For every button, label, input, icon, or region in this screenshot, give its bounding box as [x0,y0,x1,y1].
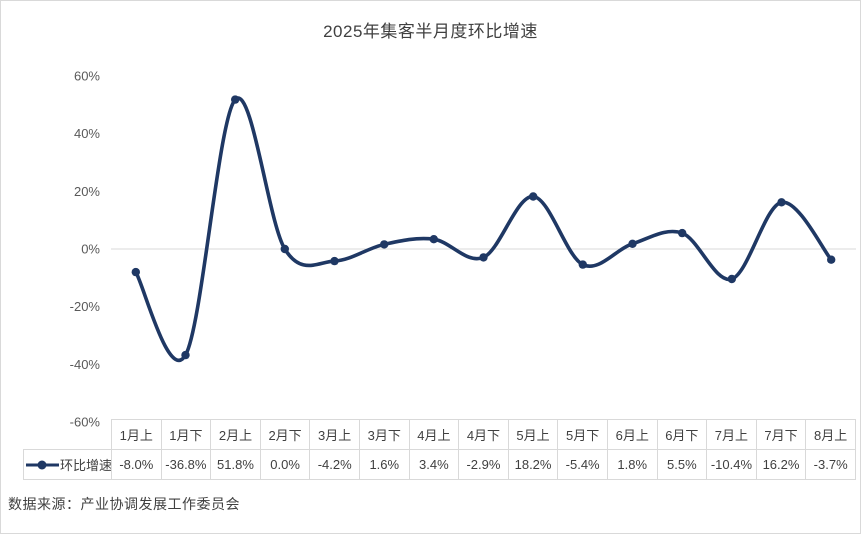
data-point-marker [529,192,538,201]
value-cell: 5.5% [656,449,708,480]
data-point-marker [181,350,190,360]
y-axis-tick-label: 20% [74,184,100,199]
data-point-marker [578,260,587,269]
value-cell: 18.2% [507,449,559,480]
category-header-cell: 7月下 [755,419,807,450]
data-point-marker [280,244,289,254]
data-point-marker [231,95,240,104]
y-axis-tick-label: 60% [74,69,100,84]
value-cell: 0.0% [259,449,311,480]
value-cell: -5.4% [557,449,608,480]
value-cell: 51.8% [210,449,261,480]
value-cell: 16.2% [755,449,807,480]
y-axis-tick-label: 40% [74,126,100,141]
data-point-marker [380,240,389,249]
category-header-cell: 3月上 [309,419,360,450]
data-point-marker [479,253,488,262]
value-cell: -8.0% [111,449,162,480]
chart-title: 2025年集客半月度环比增速 [323,22,538,41]
category-header-cell: 3月下 [358,419,410,450]
value-cell: 3.4% [408,449,460,480]
data-table: 1月上 1月下 2月上 2月下 3月上 3月下 4月上 4月下 5月上 5月下 6月上 6月下 7月上 7… [23,419,856,480]
category-header-cell: 6月下 [656,419,708,450]
data-table-value-row: 环比增速 -8.0% -36.8% 51.8% 0.0% -4.2% 1.6% 3.4% -2… [23,449,856,480]
value-cell: 1.6% [358,449,410,480]
category-header-cell: 5月上 [507,419,559,450]
data-point-marker [777,198,786,207]
value-cell: -3.7% [805,449,856,480]
legend-cell: 环比增速 [23,449,112,480]
category-header-cell: 5月下 [557,419,608,450]
category-header-cell: 4月下 [458,419,509,450]
category-header-cell: 1月下 [160,419,212,450]
data-point-marker [429,235,438,244]
y-axis-tick-label: -40% [70,357,101,372]
category-header-cell: 6月上 [606,419,658,450]
value-cell: -10.4% [706,449,757,480]
category-header-cell: 4月上 [408,419,460,450]
y-axis-tick-label: -60% [70,415,101,430]
source-note: 数据来源：产业协调发展工作委员会 [8,496,240,512]
data-point-marker [131,267,140,277]
value-cell: -4.2% [309,449,360,480]
series-line [134,96,833,362]
category-header-cell: 7月上 [706,419,757,450]
category-header-cell: 8月上 [805,419,856,450]
data-point-marker [628,239,637,248]
data-point-marker [727,274,736,284]
y-axis-tick-label: 0% [81,242,100,257]
category-header-cell: 2月上 [210,419,261,450]
line-with-dot-marker-icon [26,460,59,469]
category-header-cell: 1月上 [111,419,162,450]
value-cell: -2.9% [458,449,509,480]
data-table-corner-cell [24,420,112,450]
data-point-marker [678,228,687,238]
data-table-header-row: 1月上 1月下 2月上 2月下 3月上 3月下 4月上 4月下 5月上 5月下 6月上 6月下 7月上 7… [24,419,856,450]
y-axis-tick-label: -20% [70,299,101,314]
category-header-cell: 2月下 [259,419,311,450]
value-cell: -36.8% [160,449,212,480]
data-point-marker [827,255,836,264]
data-point-marker [330,256,339,266]
value-cell: 1.8% [606,449,658,480]
series-name-label: 环比增速 [60,458,112,473]
